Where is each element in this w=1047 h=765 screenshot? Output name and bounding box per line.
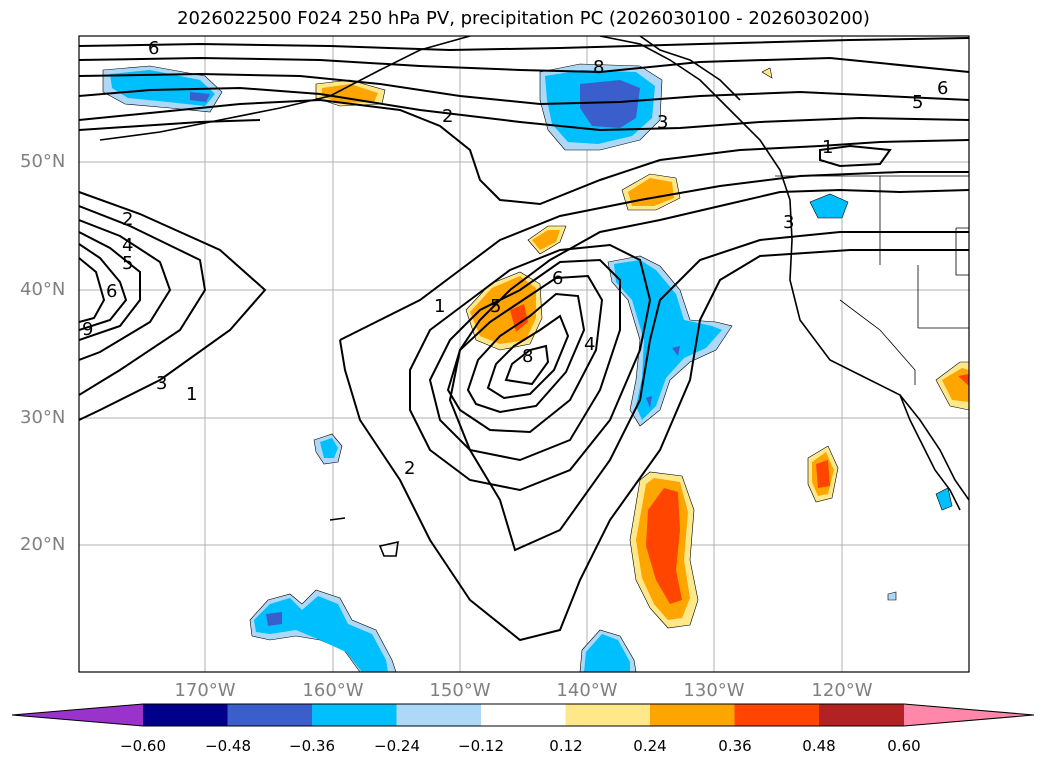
lat-label: 30°N [20,407,66,428]
contour-label: 4 [122,235,133,256]
colorbar-tick-label: −0.48 [205,737,251,755]
colorbar-segment [396,704,482,726]
colorbar-segment [312,704,397,726]
pv-contours [79,37,969,642]
contour-label: 2 [404,458,415,479]
lat-label: 50°N [20,151,66,172]
contour-label: 6 [106,281,117,302]
colorbar-tick-label: 0.36 [718,737,752,755]
map-title: 2026022500 F024 250 hPa PV, precipitatio… [177,8,870,29]
coastlines [99,36,969,557]
map-area: 6 8 2 3 5 6 1 3 2 4 5 6 9 3 1 1 5 6 8 4 … [79,36,969,672]
contour-label: 1 [434,296,445,317]
contour-label: 5 [912,92,923,113]
colorbar [11,703,1035,727]
colorbar-outline [11,703,1035,727]
colorbar-segment [819,704,904,726]
contour-label: 5 [490,296,501,317]
contour-label: 2 [442,106,453,127]
lon-label: 150°W [429,680,491,701]
contour-label: 3 [156,373,167,394]
colorbar-tick-label: 0.12 [549,737,583,755]
colorbar-tick-label: −0.60 [120,737,166,755]
contour-label: 2 [122,209,133,230]
colorbar-segment [227,704,313,726]
precip-shading [102,63,969,672]
contour-label: 6 [148,38,159,59]
contour-label: 4 [584,334,595,355]
colorbar-extend-max [904,704,1034,726]
map-frame [78,35,970,673]
colorbar-extend-min [12,704,143,726]
pv-contour-labels: 6 8 2 3 5 6 1 3 2 4 5 6 9 3 1 1 5 6 8 4 … [82,38,948,479]
colorbar-tick-label: −0.36 [289,737,335,755]
contour-label: 9 [82,319,93,340]
colorbar-tick-label: 0.24 [633,737,667,755]
colorbar-segment [481,704,566,726]
lat-label: 40°N [20,279,66,300]
colorbar-segment [565,704,651,726]
contour-label: 5 [122,253,133,274]
lon-label: 130°W [683,680,745,701]
contour-label: 8 [522,346,533,367]
contour-label: 6 [937,78,948,99]
colorbar-tick-label: −0.12 [458,737,504,755]
colorbar-tick-label: 0.60 [887,737,921,755]
lat-label: 20°N [20,534,66,555]
lon-label: 120°W [811,680,873,701]
colorbar-segment [734,704,820,726]
colorbar-tick-label: −0.24 [374,737,420,755]
contour-label: 1 [186,384,197,405]
colorbar-segment [143,704,228,726]
lon-label: 170°W [174,680,236,701]
contour-label: 3 [657,112,668,133]
colorbar-tick-label: 0.48 [802,737,836,755]
contour-label: 1 [822,137,833,158]
contour-label: 8 [593,57,604,78]
lon-label: 160°W [302,680,364,701]
lon-label: 140°W [556,680,618,701]
contour-label: 6 [552,268,563,289]
colorbar-segment [650,704,735,726]
contour-label: 3 [783,212,794,233]
